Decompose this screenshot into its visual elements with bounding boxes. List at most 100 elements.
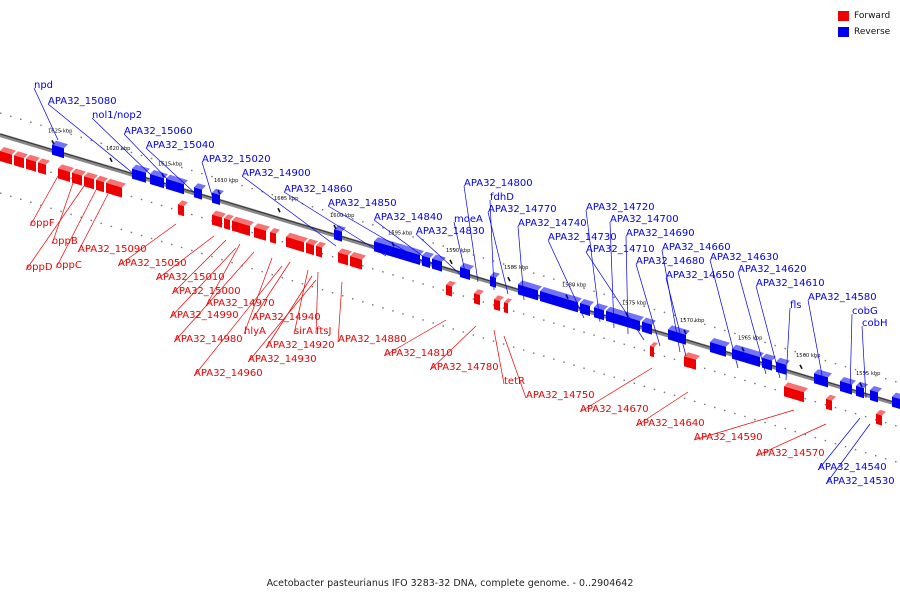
forward-gene-12-body [232, 220, 238, 233]
forward-gene-29 [876, 409, 886, 426]
reverse-label-26: APA32_14610 [756, 278, 825, 289]
reverse-gene-25 [840, 377, 856, 395]
forward-label-21: tetR [504, 376, 525, 387]
forward-gene-9-body [178, 204, 184, 217]
reverse-label-1: APA32_15080 [48, 96, 117, 107]
reverse-gene-27 [870, 386, 882, 403]
forward-gene-20-top [350, 252, 366, 260]
forward-gene-5 [72, 168, 86, 186]
reverse-label-6: APA32_14900 [242, 168, 311, 179]
reverse-label-28-leader [807, 299, 825, 387]
forward-gene-26 [684, 352, 700, 370]
reverse-gene-11 [490, 272, 500, 288]
gene-features [0, 140, 900, 426]
reverse-label-26-leader [755, 285, 781, 379]
forward-gene-0 [0, 147, 16, 165]
forward-gene-25-top [650, 342, 658, 348]
reverse-label-7-leader [283, 191, 387, 257]
forward-gene-6-top [84, 172, 98, 180]
forward-gene-22-body [474, 293, 480, 305]
reverse-label-8: APA32_14850 [328, 198, 397, 209]
reverse-label-21-leader [635, 263, 661, 347]
reverse-label-14: APA32_14770 [488, 204, 557, 215]
forward-gene-21 [446, 280, 456, 297]
reverse-label-16-leader [547, 239, 585, 319]
forward-gene-26-top [684, 352, 700, 360]
forward-label-18: APA32_14880 [338, 334, 407, 345]
forward-gene-1-body [14, 155, 24, 169]
reverse-label-27-leader [785, 307, 791, 381]
reverse-gene-18-top [642, 317, 656, 325]
reverse-label-24: APA32_14630 [710, 252, 779, 263]
scale-tick-label: 1610 kbp [214, 178, 239, 184]
legend-forward-label: Forward [854, 11, 891, 21]
forward-gene-5-top [72, 168, 86, 176]
forward-gene-18-body [316, 245, 322, 258]
forward-label-6-leader [155, 235, 215, 281]
forward-gene-6-body [84, 176, 94, 190]
forward-label-0-leader [29, 175, 59, 227]
reverse-label-2: nol1/nop2 [92, 110, 142, 121]
scale-ticks: 1625 kbp 1620 kbp 1615 kbp 1610 kbp 1605 kbp… [48, 128, 881, 388]
legend-reverse: Reverse [838, 25, 890, 39]
scale-tick [799, 364, 803, 370]
forward-label-9-leader [169, 247, 237, 319]
legend: Forward Reverse [838, 9, 890, 41]
forward-label-24: APA32_14640 [636, 418, 705, 429]
forward-gene-22 [474, 289, 484, 305]
forward-label-3: oppC [56, 260, 82, 271]
reverse-label-28: APA32_14580 [808, 292, 877, 303]
forward-label-15-leader [315, 271, 319, 335]
reverse-gene-11-top [490, 272, 500, 278]
forward-gene-24-body [504, 302, 508, 314]
reverse-gene-12-top [518, 280, 542, 291]
reverse-label-31: APA32_14540 [818, 462, 887, 473]
forward-gene-4 [58, 164, 74, 182]
forward-gene-25-body [650, 346, 654, 358]
reverse-gene-8-body [422, 255, 430, 268]
forward-label-26: APA32_14570 [756, 448, 825, 459]
reverse-gene-21-body [732, 348, 760, 367]
reverse-gene-14-body [580, 303, 590, 316]
reverse-gene-17-top [620, 311, 644, 321]
reverse-label-3-leader [123, 133, 171, 183]
forward-label-10: APA32_14980 [174, 334, 243, 345]
forward-gene-6 [84, 172, 98, 190]
reverse-label-22: APA32_14660 [662, 242, 731, 253]
forward-gene-10-body [212, 214, 222, 228]
scale-tick [507, 276, 511, 282]
forward-gene-9 [178, 200, 188, 217]
forward-gene-18 [316, 241, 326, 258]
forward-gene-4-body [58, 168, 70, 182]
forward-gene-28-top [826, 394, 836, 401]
reverse-label-27: fls [790, 300, 802, 311]
reverse-label-9: APA32_14840 [374, 212, 443, 223]
reverse-label-19: APA32_14690 [626, 228, 695, 239]
forward-label-5-leader [117, 223, 177, 267]
reverse-label-13-leader [489, 199, 495, 291]
forward-label-4-leader [77, 193, 109, 253]
forward-gene-0-body [0, 151, 12, 165]
reverse-label-20: APA32_14710 [586, 244, 655, 255]
reverse-label-0: npd [34, 80, 53, 91]
forward-label-25: APA32_14590 [694, 432, 763, 443]
forward-gene-0-top [0, 147, 16, 155]
scale-tick-label: 1620 kbp [106, 146, 131, 152]
forward-label-16: APA32_14920 [266, 340, 335, 351]
scale-tick-label: 1600 kbp [330, 213, 355, 219]
reverse-gene-6-body [334, 229, 342, 242]
reverse-gene-7 [374, 237, 424, 265]
forward-gene-20 [350, 252, 366, 270]
forward-label-20-leader [429, 325, 477, 371]
forward-label-12-leader [251, 261, 291, 321]
reverse-label-32-leader [825, 423, 871, 485]
forward-gene-10 [212, 210, 226, 228]
reverse-gene-20-top [710, 338, 730, 347]
forward-gene-18-top [316, 241, 326, 248]
scale-tick-label: 1590 kbp [446, 248, 471, 254]
reverse-label-25: APA32_14620 [738, 264, 807, 275]
forward-label-9: APA32_14990 [170, 310, 239, 321]
forward-label-23: APA32_14670 [580, 404, 649, 415]
forward-gene-14-top [254, 223, 270, 231]
forward-label-26-leader [755, 423, 827, 457]
